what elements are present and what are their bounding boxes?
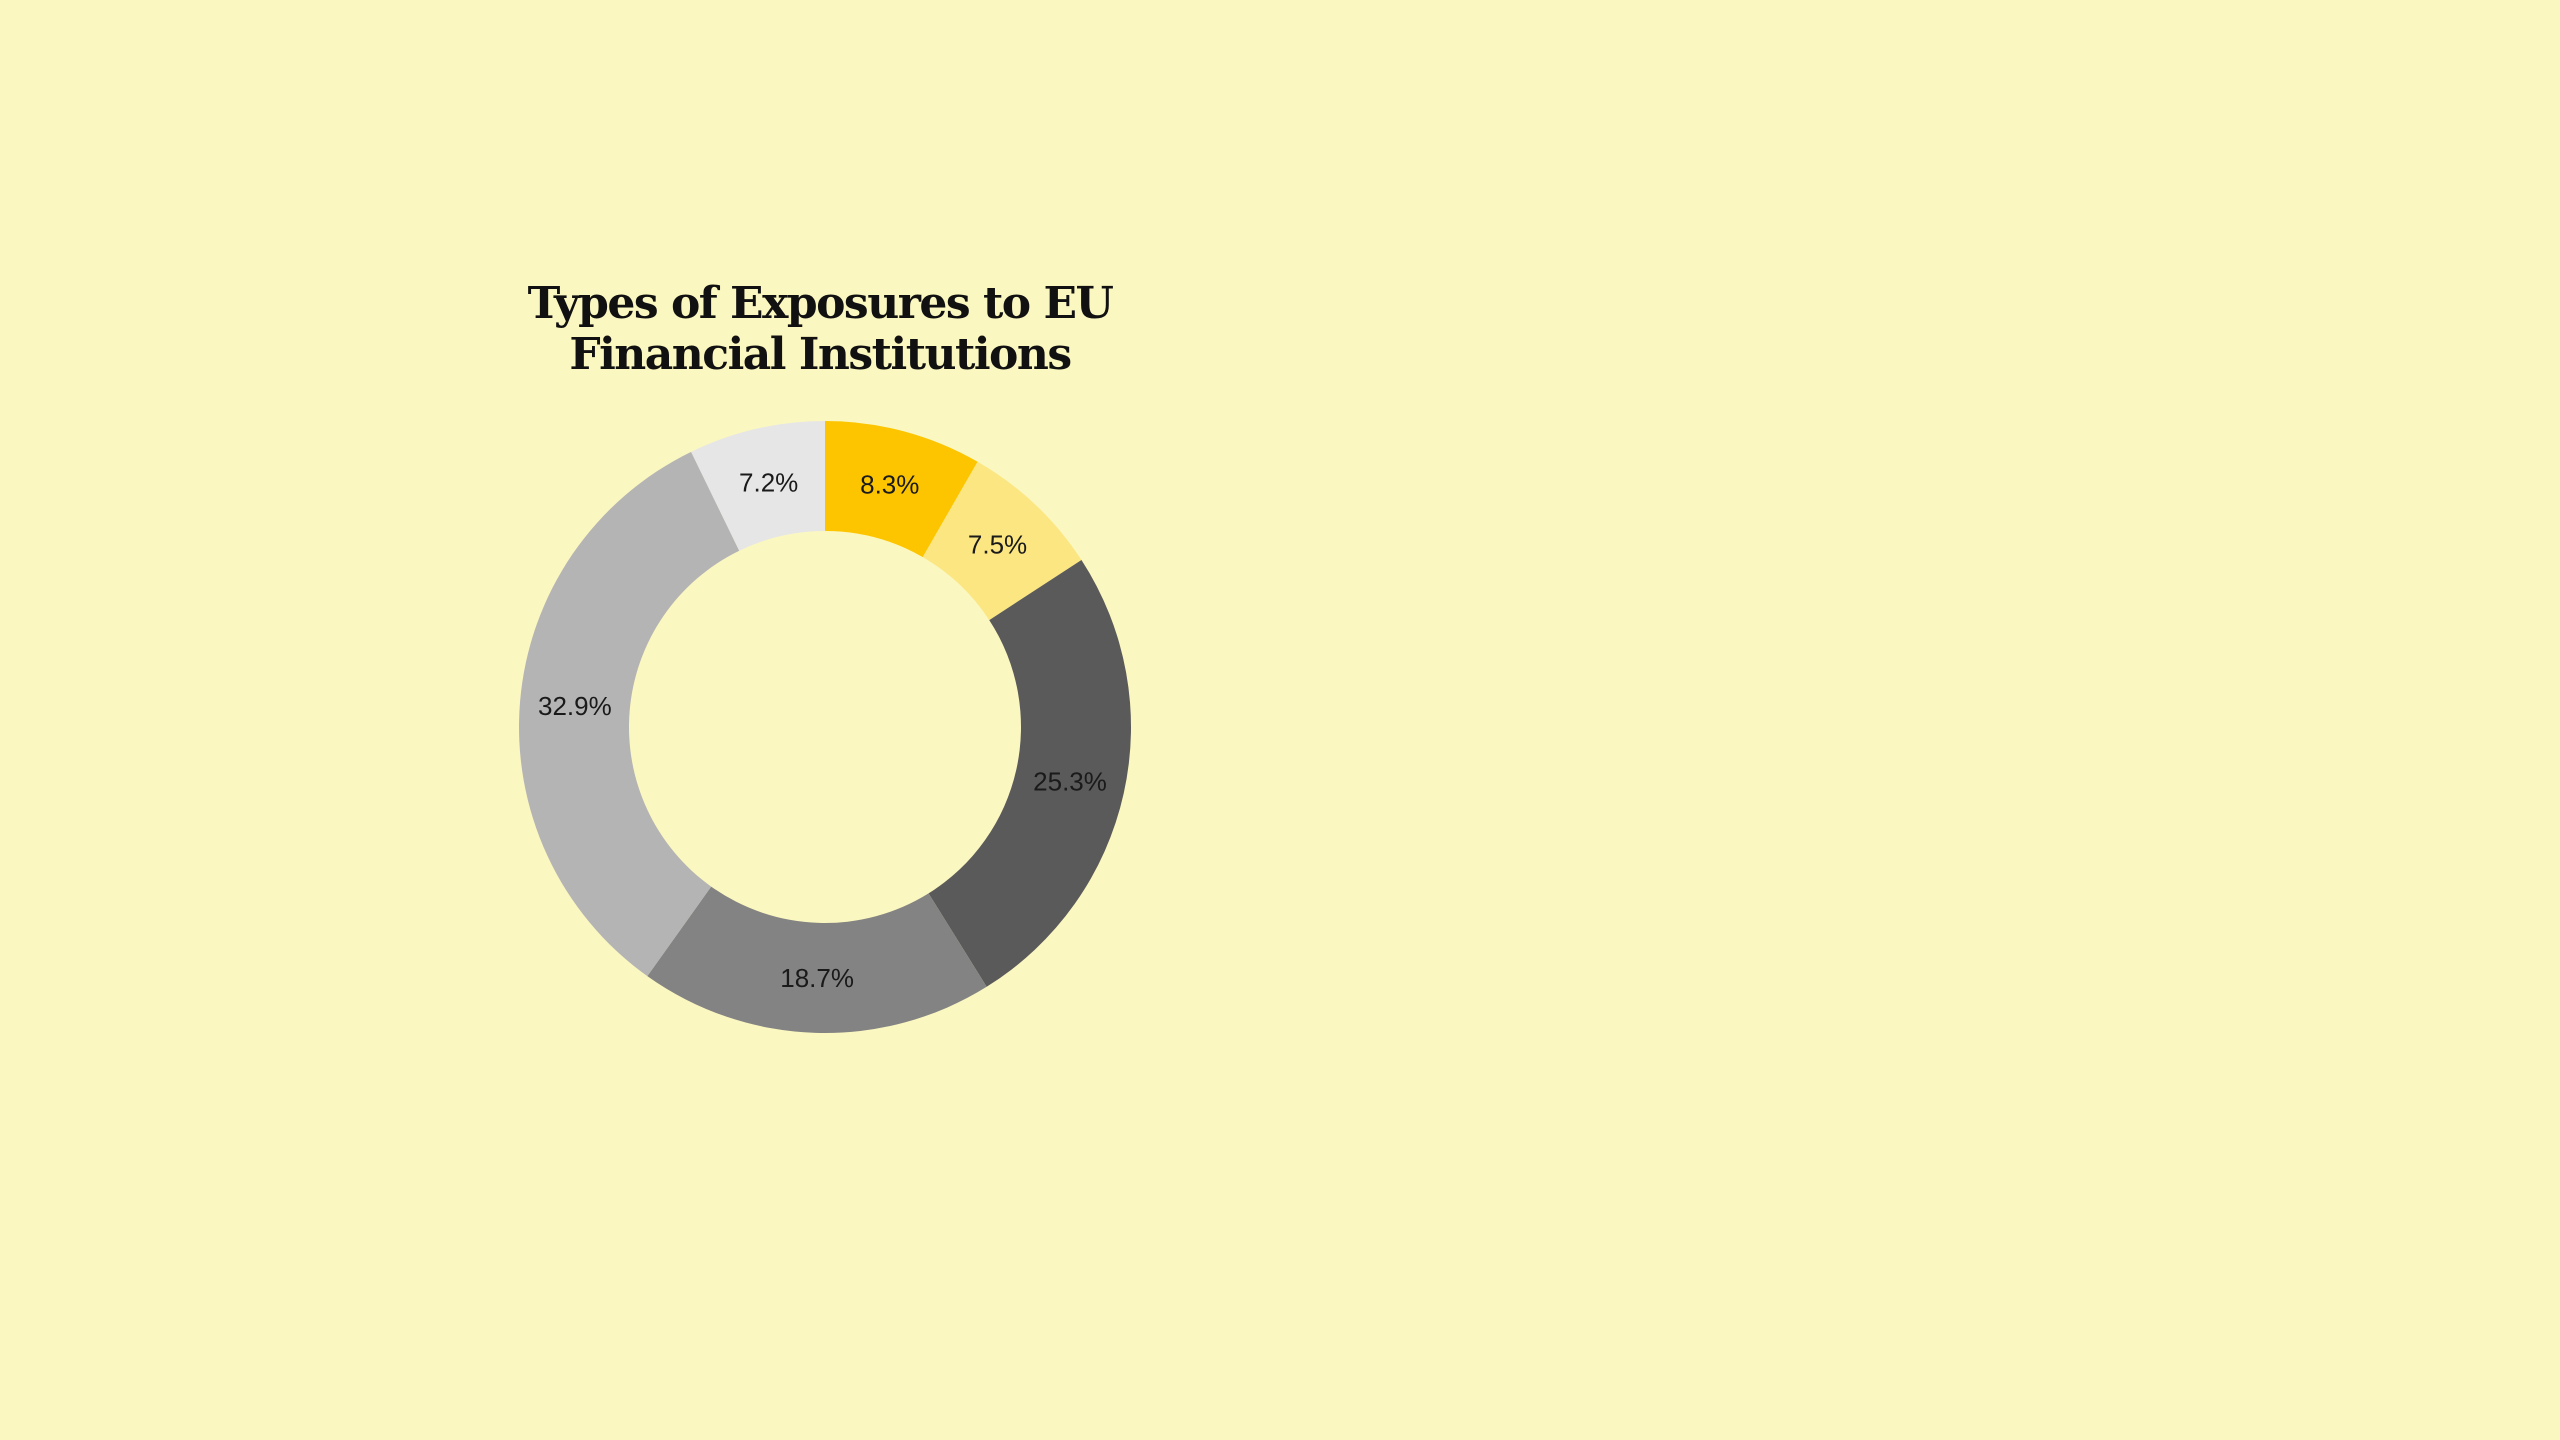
chart-title: Types of Exposures to EU Financial Insti… xyxy=(380,278,1260,380)
chart-title-line-2: Financial Institutions xyxy=(569,329,1072,380)
donut-slice-label-1: 8.3% xyxy=(860,470,919,500)
donut-slice-5 xyxy=(518,451,740,977)
donut-labels: 8.3% 7.5% 25.3% 18.7% 32.9% 7.2% xyxy=(538,467,1107,992)
donut-slice-label-2: 7.5% xyxy=(968,530,1027,560)
donut-slice-1 xyxy=(825,421,978,558)
donut-slice-6 xyxy=(691,421,825,551)
chart-title-line-1: Types of Exposures to EU xyxy=(527,278,1114,329)
donut-slice-label-4: 18.7% xyxy=(780,963,854,993)
donut-slice-2 xyxy=(922,461,1082,621)
donut-slice-4 xyxy=(647,886,987,1033)
donut-slices xyxy=(518,421,1131,1033)
donut-slice-label-3: 25.3% xyxy=(1033,766,1107,796)
donut-slice-label-6: 7.2% xyxy=(739,467,798,497)
donut-slice-label-5: 32.9% xyxy=(538,691,612,721)
donut-slice-3 xyxy=(928,560,1131,987)
